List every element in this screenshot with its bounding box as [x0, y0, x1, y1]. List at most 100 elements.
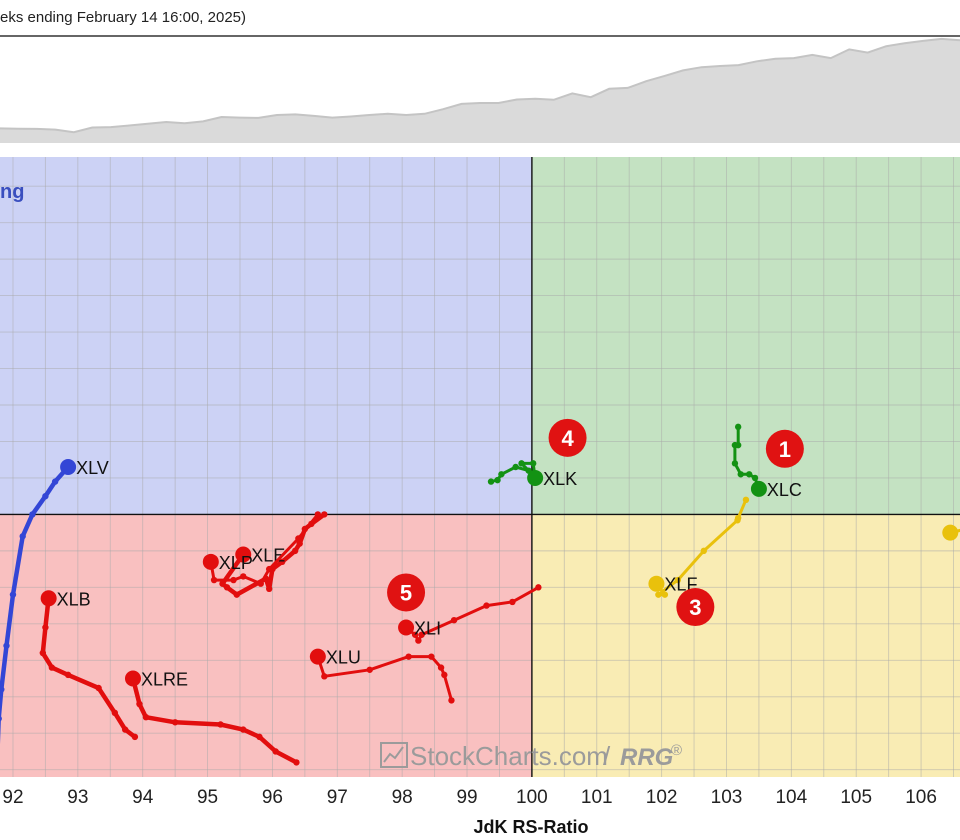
series-point-xlu [428, 653, 435, 660]
series-point-xlb [95, 684, 102, 692]
series-xlre[interactable]: XLRE [124, 670, 300, 766]
annotation-badge-5: 5 [387, 573, 426, 612]
watermark: StockCharts.com / RRG ® [380, 741, 682, 771]
series-point-xlre [272, 748, 279, 755]
series-point-xle [291, 547, 299, 555]
series-xlv[interactable]: XLV [0, 458, 109, 773]
quadrant-dividers [0, 157, 960, 777]
quadrant-improving [0, 157, 532, 515]
series-point-xli [450, 616, 458, 624]
series-head-xlb [40, 590, 57, 607]
series-head-xli [398, 619, 415, 636]
series-point-xlre [240, 726, 247, 733]
x-tick-label: 101 [581, 787, 613, 808]
series-head-xlp [202, 553, 219, 570]
series-head-xlf [648, 575, 665, 592]
series-head-xlc [750, 480, 767, 497]
series-point-xlv [0, 715, 2, 722]
series-point-xlb [131, 733, 139, 741]
series-point-xlf [700, 547, 707, 555]
series-label-xli: XLI [414, 618, 441, 638]
series-point-xle [321, 511, 328, 518]
series-point-xlv [0, 686, 5, 693]
series-point-xlre [136, 700, 143, 708]
series-point-xlk [529, 460, 537, 467]
annotation-badge-number: 1 [779, 437, 791, 462]
series-point-xlb [42, 624, 49, 631]
series-point-xlf [655, 591, 662, 598]
series-point-xlp [230, 576, 237, 584]
watermark-text: StockCharts.com [410, 741, 608, 771]
annotation-badge-3: 3 [676, 588, 715, 627]
watermark-registered: ® [671, 742, 682, 759]
series-point-xle [278, 558, 286, 566]
series-tail-xlp [209, 512, 320, 586]
series-point-xlc [751, 474, 759, 482]
series-point-xlp [240, 573, 247, 580]
series-head-xlv [60, 459, 77, 475]
series-point-xlre [217, 721, 224, 728]
series-point-xlp [314, 511, 322, 518]
series-point-xlf [661, 591, 669, 598]
x-tick-label: 106 [905, 787, 937, 808]
series-point-xlb [64, 671, 72, 679]
series-point-xlk [498, 471, 505, 478]
series-xlp[interactable]: XLP [202, 511, 322, 587]
x-tick-label: 97 [327, 787, 348, 808]
x-tick-label: 104 [775, 787, 807, 808]
benchmark-area [0, 37, 960, 143]
series-point-xlc [737, 471, 744, 478]
annotation-badge-1: 1 [765, 429, 804, 468]
series-point-xlre [256, 733, 263, 741]
benchmark-fill [0, 38, 960, 143]
series-xlk[interactable]: XLK [487, 460, 577, 489]
quadrant-leading [531, 157, 960, 515]
series-head-unlabeled-10 [942, 524, 959, 541]
chart-header-caption: eks ending February 14 16:00, 2025) [0, 9, 246, 26]
x-tick-label: 100 [516, 787, 548, 808]
series-point-xlv [51, 478, 59, 485]
series-label-xlk: XLK [543, 469, 577, 489]
series-point-xlp [210, 576, 218, 584]
benchmark-line [0, 37, 960, 134]
x-axis-title: JdK RS-Ratio [473, 817, 588, 837]
x-tick-label: 105 [840, 787, 872, 808]
series-point-xlp [295, 535, 302, 542]
series-label-xlp: XLP [219, 553, 253, 573]
series-point-xli [483, 602, 490, 609]
quadrant-label-improving: ng [0, 181, 24, 203]
annotation-layer: 1 3 4 5 [387, 418, 804, 627]
x-tick-label: 93 [67, 787, 88, 808]
x-tick-label: 96 [262, 787, 283, 808]
watermark-logo-icon [380, 742, 408, 768]
annotation-badge-circle [676, 588, 715, 627]
series-point-xlu [437, 664, 445, 671]
series-point-xlre [142, 713, 150, 721]
series-point-xli [535, 584, 542, 591]
series-point-xli [415, 637, 422, 644]
series-point-xlv [19, 533, 26, 540]
series-point-xle [296, 540, 303, 547]
series-label-xlre: XLRE [141, 670, 188, 690]
series-point-xlk [487, 478, 495, 485]
series-label-xlu: XLU [326, 648, 361, 668]
series-tail-xlv [0, 464, 71, 745]
series-xlu[interactable]: XLU [309, 648, 455, 704]
series-point-xlb [121, 726, 129, 733]
series-point-xlk [494, 476, 501, 484]
series-xlb[interactable]: XLB [39, 589, 139, 741]
series-point-xlv [29, 511, 36, 518]
x-tick-label: 92 [2, 787, 23, 808]
series-point-xlb [48, 664, 56, 671]
series-unlabeled-10[interactable] [942, 524, 960, 541]
series-head-xle [235, 546, 252, 563]
x-tick-label: 98 [392, 787, 413, 808]
x-tick-label: 99 [456, 787, 477, 808]
series-point-xli [411, 631, 419, 638]
series-xlc[interactable]: XLC [731, 423, 802, 500]
series-head-xlk [527, 469, 544, 486]
series-point-xlu [405, 653, 412, 660]
series-point-xle [233, 591, 240, 598]
series-xli[interactable]: XLI [398, 584, 542, 644]
